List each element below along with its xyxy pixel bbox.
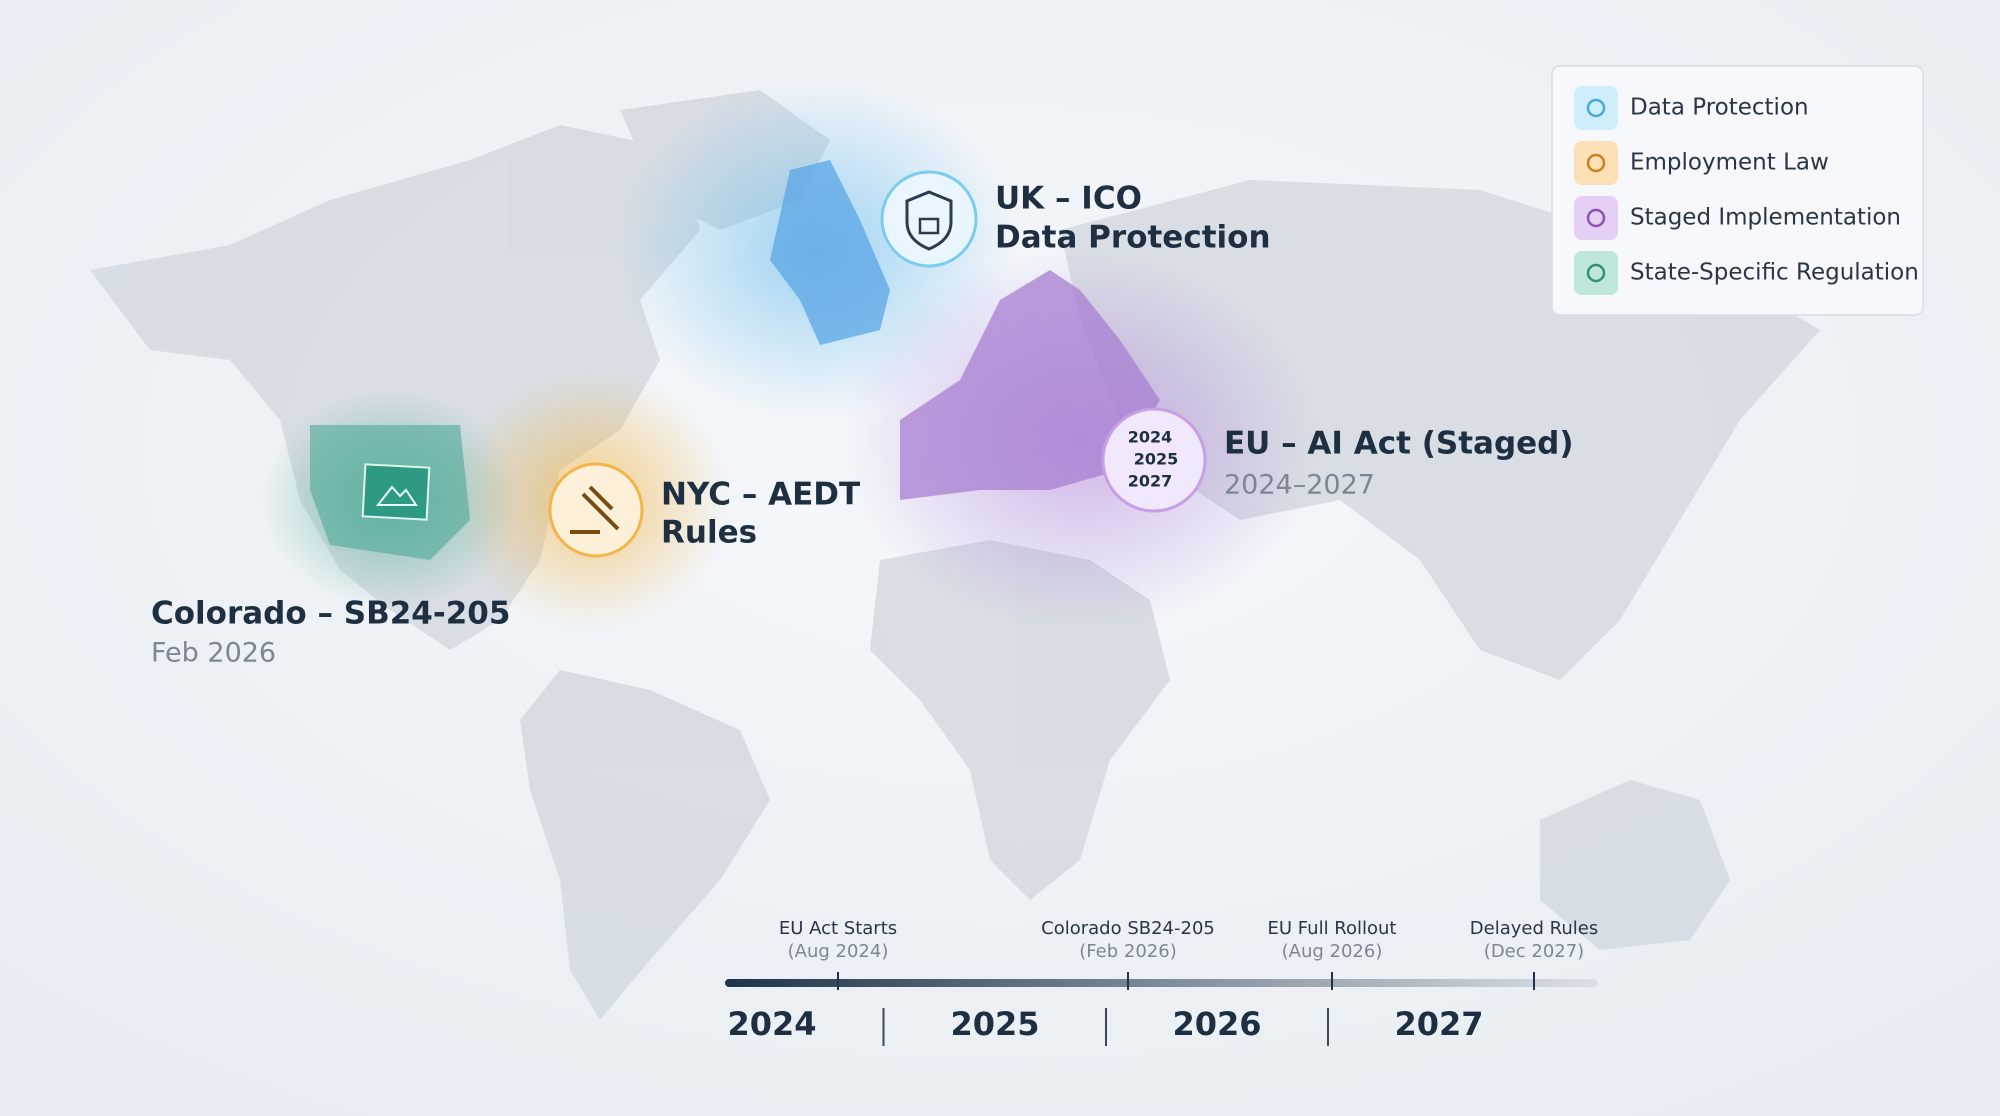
event-label: Colorado SB24-205 xyxy=(1041,918,1215,939)
legend-label: Employment Law xyxy=(1630,150,1829,176)
year-label: 2025 xyxy=(950,1005,1039,1043)
uk-subtitle: Data Protection xyxy=(995,220,1271,256)
legend-label: Staged Implementation xyxy=(1630,205,1901,231)
eu-icon-year: 2024 xyxy=(1128,428,1173,447)
colorado-icon xyxy=(361,463,431,521)
event-label: EU Full Rollout xyxy=(1268,918,1397,939)
event-label: Delayed Rules xyxy=(1470,918,1598,939)
colorado-date: Feb 2026 xyxy=(151,638,276,669)
event-date: (Aug 2026) xyxy=(1282,941,1383,962)
legend-icon xyxy=(1574,251,1618,295)
nyc-icon-circle xyxy=(548,462,644,558)
shield xyxy=(905,190,953,251)
legend-glyph xyxy=(1586,263,1606,283)
mountain xyxy=(375,485,418,506)
eu-date: 2024–2027 xyxy=(1224,470,1375,501)
year-label: 2027 xyxy=(1394,1005,1483,1043)
eu-icon-year: 2025 xyxy=(1134,450,1179,469)
eu-icon-year: 2027 xyxy=(1128,472,1173,491)
event-date: (Aug 2024) xyxy=(788,941,889,962)
uk-icon xyxy=(880,170,978,268)
event-date: (Dec 2027) xyxy=(1484,941,1584,962)
colorado-title: Colorado – SB24-205 xyxy=(151,596,510,632)
event-label: EU Act Starts xyxy=(779,918,897,939)
eu-region xyxy=(900,270,1160,500)
timeline-bar xyxy=(725,979,1598,987)
year-label: 2026 xyxy=(1172,1005,1261,1043)
event-date: (Feb 2026) xyxy=(1079,941,1176,962)
legend-glyph xyxy=(1586,208,1606,228)
legend-glyph xyxy=(1586,153,1606,173)
nyc-title: NYC – AEDT xyxy=(661,477,860,513)
legend-icon xyxy=(1574,86,1618,130)
nyc-icon xyxy=(548,462,644,558)
legend-label: State-Specific Regulation xyxy=(1630,260,1919,286)
legend-glyph xyxy=(1586,98,1606,118)
uk-title: UK – ICO xyxy=(995,181,1142,217)
gavel xyxy=(570,485,620,534)
year-label: 2024 xyxy=(727,1005,816,1043)
australia xyxy=(1540,780,1730,950)
legend-icon xyxy=(1574,141,1618,185)
legend-icon xyxy=(1574,196,1618,240)
uk-region xyxy=(770,160,890,345)
south-america xyxy=(520,670,770,1020)
legend-box xyxy=(1551,65,1924,316)
legend-label: Data Protection xyxy=(1630,95,1809,121)
lock xyxy=(918,217,940,235)
eu-icon xyxy=(1101,407,1207,513)
eu-icon-circle xyxy=(1101,407,1207,513)
africa xyxy=(870,540,1170,900)
eu-title: EU – AI Act (Staged) xyxy=(1224,426,1574,462)
nyc-subtitle: Rules xyxy=(661,515,757,551)
